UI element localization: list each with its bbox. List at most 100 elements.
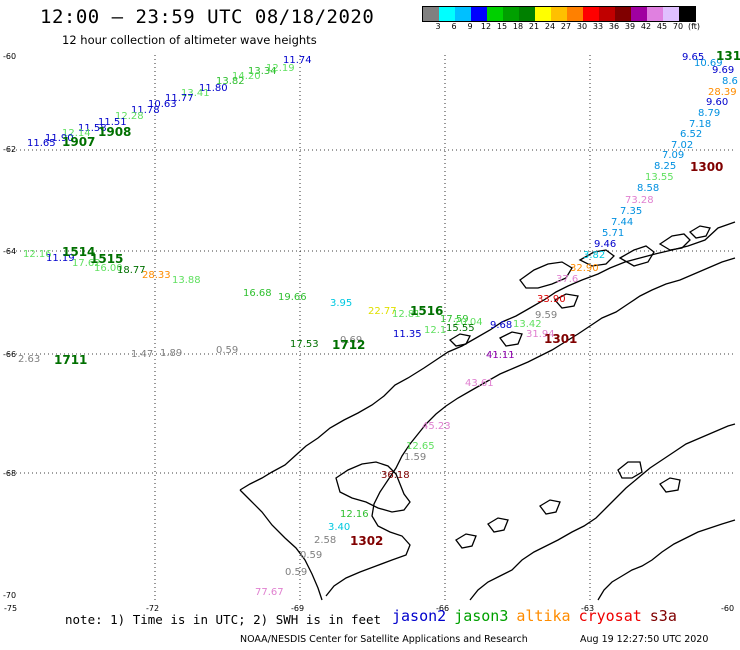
wave-height-value: 11.77 bbox=[165, 93, 194, 104]
wave-height-value: 13.55 bbox=[645, 172, 674, 183]
wave-height-value: 11.65 bbox=[27, 138, 56, 149]
colorbar bbox=[422, 6, 696, 22]
wave-height-value: 28.39 bbox=[708, 87, 737, 98]
colorbar-swatch bbox=[439, 7, 455, 21]
colorbar-label: 15 bbox=[496, 22, 508, 31]
time-mark: 1514 bbox=[62, 245, 95, 259]
wave-height-value: 12.19 bbox=[266, 63, 295, 74]
colorbar-swatch bbox=[679, 7, 695, 21]
wave-height-value: 11.90 bbox=[45, 133, 74, 144]
lat-label-68: -68 bbox=[3, 469, 16, 478]
legend-jason3: jason3 bbox=[454, 607, 509, 625]
lon-label-60: -60 bbox=[721, 604, 734, 613]
wave-height-value: 12.16 bbox=[340, 509, 369, 520]
wave-height-value: 12.14 bbox=[62, 128, 91, 139]
wave-height-value: 7.02 bbox=[671, 140, 693, 151]
colorbar-label: 30 bbox=[576, 22, 588, 31]
wave-height-value: 13.82 bbox=[216, 76, 245, 87]
legend-jason2: jason2 bbox=[392, 607, 447, 625]
wave-height-value: 11.74 bbox=[283, 55, 312, 66]
wave-height-value: 0.69 bbox=[340, 335, 362, 346]
colorbar-swatch bbox=[471, 7, 487, 21]
lat-label-64: -64 bbox=[3, 247, 16, 256]
wave-height-value: 7.44 bbox=[611, 217, 633, 228]
wave-height-value: 19.66 bbox=[278, 292, 307, 303]
colorbar-swatch bbox=[615, 7, 631, 21]
wave-height-value: 15.55 bbox=[446, 323, 475, 334]
wave-height-value: 0.59 bbox=[300, 550, 322, 561]
wave-height-value: 8.25 bbox=[654, 161, 676, 172]
lat-label-62: -62 bbox=[3, 145, 16, 154]
colorbar-swatch bbox=[503, 7, 519, 21]
wave-height-value: 10.63 bbox=[148, 99, 177, 110]
colorbar-swatch bbox=[455, 7, 471, 21]
colorbar-label: 42 bbox=[640, 22, 652, 31]
wave-height-value: 1.47 bbox=[131, 349, 153, 360]
legend-altika: altika bbox=[516, 607, 571, 625]
lon-label-75: -75 bbox=[4, 604, 17, 613]
wave-height-value: 1.59 bbox=[404, 452, 426, 463]
map-title: 12:00 – 23:59 UTC 08/18/2020 bbox=[40, 6, 375, 28]
map-subtitle: 12 hour collection of altimeter wave hei… bbox=[62, 33, 317, 47]
colorbar-label: 39 bbox=[624, 22, 636, 31]
wave-height-value: 41.11 bbox=[486, 350, 515, 361]
wave-height-value: 73.28 bbox=[625, 195, 654, 206]
colorbar-swatch bbox=[535, 7, 551, 21]
time-mark: 1301 bbox=[544, 332, 577, 346]
satellite-legend: jason2 jason3 altika cryosat s3a bbox=[392, 607, 685, 625]
colorbar-labels: 3 6 9 12 15 18 21 24 27 30 33 36 39 42 45 70 (ft) bbox=[422, 22, 740, 34]
time-mark: 131 bbox=[716, 49, 740, 63]
time-mark: 1300 bbox=[690, 160, 723, 174]
wave-height-value: 13.34 bbox=[248, 66, 277, 77]
wave-height-value: 22.77 bbox=[368, 306, 397, 317]
wave-height-value: 43.61 bbox=[465, 378, 494, 389]
time-mark: 1712 bbox=[332, 338, 365, 352]
map-grid bbox=[8, 55, 735, 600]
colorbar-label: 45 bbox=[656, 22, 668, 31]
wave-height-value: 12.28 bbox=[115, 111, 144, 122]
wave-height-value: 45.23 bbox=[422, 421, 451, 432]
wave-height-value: 16.00 bbox=[94, 263, 123, 274]
time-mark: 1516 bbox=[410, 304, 443, 318]
wave-height-value: 10.69 bbox=[694, 58, 723, 69]
wave-height-value: 6.52 bbox=[680, 129, 702, 140]
wave-height-value: 8.6 bbox=[722, 76, 738, 87]
wave-height-value: 20.04 bbox=[454, 317, 483, 328]
wave-height-value: 11.58 bbox=[78, 123, 107, 134]
colorbar-label: 70 bbox=[672, 22, 684, 31]
legend-cryosat: cryosat bbox=[578, 607, 642, 625]
colorbar-swatch bbox=[583, 7, 599, 21]
coastline bbox=[239, 221, 736, 601]
wave-height-value: 0.59 bbox=[285, 567, 307, 578]
wave-height-value: 5.71 bbox=[602, 228, 624, 239]
wave-height-value: 11.19 bbox=[46, 253, 75, 264]
wave-height-value: 9.69 bbox=[712, 65, 734, 76]
lon-label-63: -63 bbox=[581, 604, 594, 613]
wave-height-value: 3.95 bbox=[330, 298, 352, 309]
time-mark: 1908 bbox=[98, 125, 131, 139]
wave-height-value: 3.82 bbox=[583, 250, 605, 261]
colorbar-swatch bbox=[567, 7, 583, 21]
lat-label-66: -66 bbox=[3, 350, 16, 359]
colorbar-label: 12 bbox=[480, 22, 492, 31]
wave-height-value: 9.65 bbox=[682, 52, 704, 63]
lon-label-69: -69 bbox=[291, 604, 304, 613]
wave-height-value: 18.77 bbox=[117, 265, 146, 276]
wave-height-value: 12.16 bbox=[23, 249, 52, 260]
wave-height-value: 12.81 bbox=[392, 309, 421, 320]
colorbar-label: 36 bbox=[608, 22, 620, 31]
colorbar-label: 18 bbox=[512, 22, 524, 31]
time-mark: 1907 bbox=[62, 135, 95, 149]
colorbar-label: 27 bbox=[560, 22, 572, 31]
wave-height-value: 7.09 bbox=[662, 150, 684, 161]
colorbar-swatch bbox=[423, 7, 439, 21]
wave-height-value: 12.1 bbox=[424, 325, 446, 336]
colorbar-label: 9 bbox=[467, 22, 473, 31]
time-mark: 1302 bbox=[350, 534, 383, 548]
colorbar-swatch bbox=[631, 7, 647, 21]
colorbar-swatch bbox=[487, 7, 503, 21]
wave-height-value: 77.67 bbox=[255, 587, 284, 598]
wave-height-value: 11.35 bbox=[393, 329, 422, 340]
wave-height-value: 7.18 bbox=[689, 119, 711, 130]
